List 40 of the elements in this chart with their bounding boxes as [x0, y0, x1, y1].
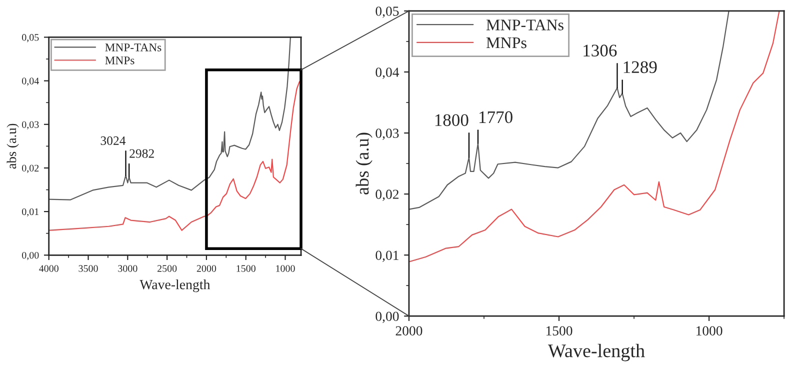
- x-tick-label: 3500: [78, 265, 98, 272]
- y-tick-label: 0,05: [376, 6, 399, 18]
- y-tick-label: 0,00: [376, 312, 399, 323]
- line-series: [408, 10, 780, 262]
- y-tick-label: 0,02: [376, 190, 398, 201]
- x-tick-label: 1500: [236, 265, 256, 272]
- legend-label: MNPs: [486, 38, 526, 48]
- line-series: [408, 10, 730, 210]
- legend-label: MNPs: [105, 56, 134, 64]
- annotation: 1800: [435, 114, 468, 126]
- line-series: [48, 37, 292, 200]
- x-tick-label: 3000: [118, 265, 138, 272]
- y-tick-label: 0,04: [22, 78, 39, 86]
- annotation: 2982: [130, 149, 154, 158]
- annotation: 1770: [480, 111, 512, 124]
- x-axis-title: Wave-length: [140, 279, 210, 292]
- annotation: 1306: [584, 44, 617, 56]
- x-tick-label: 1500: [546, 326, 572, 336]
- y-axis-title: abs (a.u): [356, 132, 372, 194]
- x-tick-label: 2000: [396, 326, 422, 336]
- annotation: 1289: [624, 61, 657, 74]
- y-axis-title: abs (a.u): [6, 124, 19, 169]
- x-tick-label: 1000: [276, 265, 295, 272]
- y-tick-label: 0,05: [22, 34, 39, 42]
- line-series: [48, 81, 300, 231]
- legend-label: MNP-TANs: [105, 44, 162, 52]
- y-tick-label: 0,01: [22, 208, 39, 217]
- y-tick-label: 0,02: [22, 164, 39, 173]
- x-tick-label: 2500: [157, 265, 177, 272]
- x-tick-label: 4000: [39, 265, 58, 272]
- x-axis-title: Wave-length: [548, 344, 645, 362]
- y-tick-label: 0,03: [376, 128, 399, 140]
- y-tick-label: 0,01: [376, 250, 398, 262]
- y-tick-label: 0,00: [22, 252, 39, 260]
- annotation: 3024: [100, 136, 126, 146]
- legend-label: MNP-TANs: [486, 20, 564, 30]
- x-tick-label: 2000: [196, 265, 216, 272]
- x-tick-label: 1000: [696, 326, 722, 336]
- y-tick-label: 0,03: [22, 121, 39, 130]
- y-tick-label: 0,04: [376, 68, 400, 79]
